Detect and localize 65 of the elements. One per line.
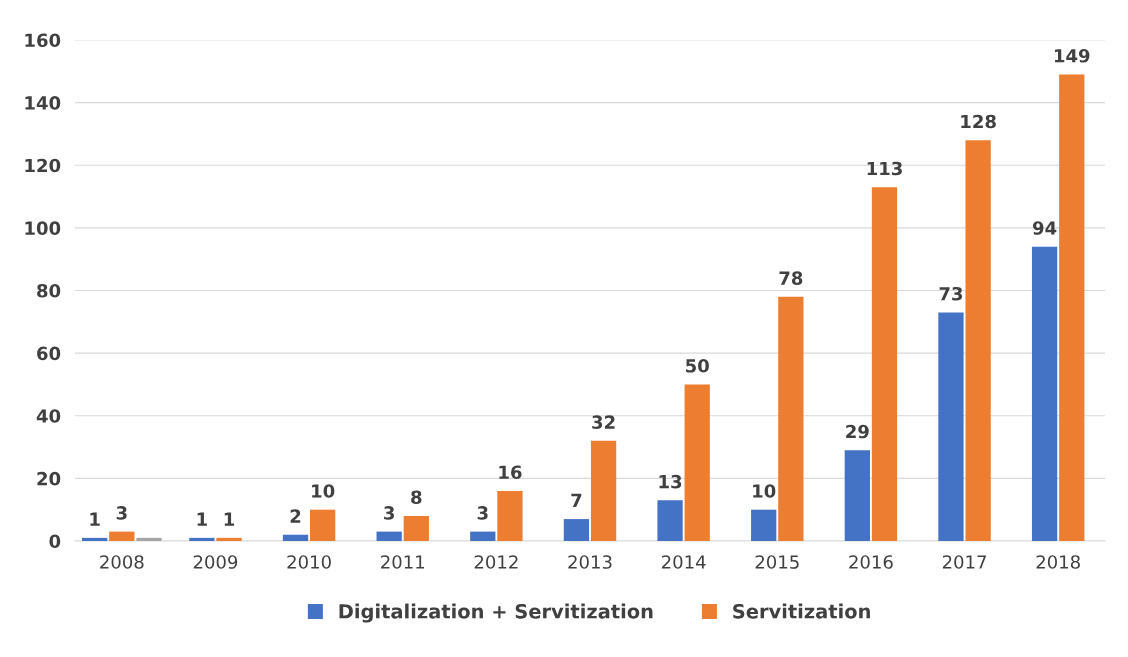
data-label: 1 xyxy=(197,512,207,526)
y-tick-label: 120 xyxy=(25,158,61,173)
y-tick-label: 0 xyxy=(49,534,61,549)
data-label: 3 xyxy=(384,506,394,520)
x-tick-label: 2016 xyxy=(849,555,893,569)
x-tick-label: 2009 xyxy=(193,555,238,569)
x-tick-label: 2013 xyxy=(568,555,612,569)
bar xyxy=(657,500,683,541)
data-label: 94 xyxy=(1032,221,1057,235)
data-label: 16 xyxy=(499,465,522,480)
x-tick-label: 2008 xyxy=(100,555,144,569)
x-tick-label: 2014 xyxy=(661,555,706,569)
data-label: 1 xyxy=(90,512,100,526)
data-label: 78 xyxy=(779,271,803,285)
bar xyxy=(1031,246,1058,541)
data-label: 3 xyxy=(477,506,488,520)
bar xyxy=(965,140,991,541)
data-label: 32 xyxy=(592,415,615,429)
y-tick-label: 100 xyxy=(25,221,61,235)
data-label: 7 xyxy=(571,493,582,507)
x-tick-label: 2017 xyxy=(942,555,986,569)
bar xyxy=(470,531,496,541)
x-tick-label: 2011 xyxy=(381,555,425,569)
bar xyxy=(871,187,898,541)
data-label: 8 xyxy=(411,490,422,505)
y-tick-label: 140 xyxy=(25,96,61,110)
data-label: 10 xyxy=(312,484,335,498)
data-label: 149 xyxy=(1054,48,1090,63)
bar xyxy=(310,509,336,541)
y-tick-label: 60 xyxy=(37,346,61,361)
bar xyxy=(216,537,242,541)
data-label: 10 xyxy=(753,484,776,498)
data-label: 2 xyxy=(290,509,301,523)
x-tick-label: 2018 xyxy=(1036,555,1080,569)
y-tick-label: 160 xyxy=(25,33,61,48)
bar xyxy=(778,296,804,541)
data-label: 29 xyxy=(846,424,869,439)
bar xyxy=(403,515,429,541)
data-label: 50 xyxy=(686,358,709,373)
data-label: 13 xyxy=(659,474,682,489)
data-label: 1 xyxy=(224,512,235,526)
y-tick-label: 40 xyxy=(36,409,61,423)
bar xyxy=(1059,74,1085,541)
x-tick-label: 2012 xyxy=(474,555,518,569)
bar xyxy=(563,519,590,541)
bar xyxy=(938,312,964,541)
bar xyxy=(136,537,162,541)
data-label: 73 xyxy=(939,286,963,301)
x-tick-label: 2015 xyxy=(755,555,799,569)
bar xyxy=(684,384,710,541)
bar xyxy=(376,531,402,541)
y-tick-label: 80 xyxy=(37,283,61,298)
y-tick-label: 20 xyxy=(37,471,61,486)
bar xyxy=(590,440,617,541)
x-tick-label: 2010 xyxy=(287,555,331,569)
bar xyxy=(282,534,309,541)
legend-label: Digitalization + Servitization xyxy=(339,603,653,623)
data-label: 113 xyxy=(867,161,902,176)
bar xyxy=(751,509,777,541)
data-label: 128 xyxy=(961,114,996,129)
bar xyxy=(497,490,523,541)
bar xyxy=(844,450,870,541)
data-label: 3 xyxy=(116,506,127,520)
legend-label: Servitization xyxy=(733,603,870,619)
bar xyxy=(189,537,215,541)
